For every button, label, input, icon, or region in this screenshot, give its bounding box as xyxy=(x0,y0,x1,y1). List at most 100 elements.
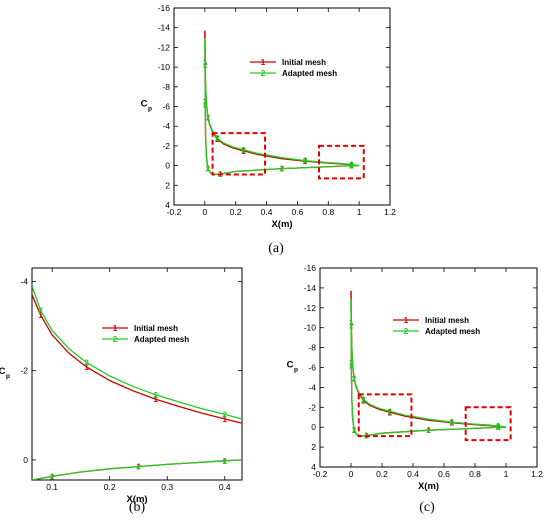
legend-label-initial: Initial mesh xyxy=(425,316,469,325)
x-tick-label: 0.2 xyxy=(104,482,116,492)
y-axis-label: C xyxy=(141,99,148,110)
y-tick-label: -14 xyxy=(304,283,317,293)
series-adapted-marker: 2 xyxy=(352,374,357,383)
x-tick-label: -0.2 xyxy=(167,207,182,217)
y-tick-label: 2 xyxy=(311,442,316,452)
x-tick-label: 1 xyxy=(504,469,509,479)
series-adapted-marker: 2 xyxy=(303,157,308,166)
x-tick-label: 0.8 xyxy=(469,469,481,479)
legend-marker-adapted: 2 xyxy=(261,69,266,78)
series-adapted-marker: 2 xyxy=(352,426,357,435)
series-adapted-marker: 2 xyxy=(496,423,501,432)
legend-marker-adapted: 2 xyxy=(404,327,409,336)
y-tick-label: -14 xyxy=(158,23,171,33)
y-axis-label: C xyxy=(0,366,6,377)
x-tick-label: 0.6 xyxy=(438,469,450,479)
series-adapted-marker: 2 xyxy=(241,146,246,155)
x-tick-label: 0.4 xyxy=(407,469,419,479)
series-initial-marker: 1 xyxy=(84,363,89,372)
series-adapted-marker: 2 xyxy=(223,457,228,466)
series-adapted-marker: 2 xyxy=(361,395,366,404)
legend-label-initial: Initial mesh xyxy=(134,324,178,333)
legend-label-adapted: Adapted mesh xyxy=(425,327,480,336)
legend-marker-initial: 1 xyxy=(261,58,266,67)
y-tick-label: -4 xyxy=(162,121,170,131)
x-tick-label: 1 xyxy=(357,207,362,217)
series-adapted-marker: 2 xyxy=(223,410,228,419)
x-tick-label: -0.2 xyxy=(313,469,328,479)
y-axis-label: C xyxy=(287,360,294,371)
series-adapted-marker: 2 xyxy=(206,113,211,122)
y-tick-label: -6 xyxy=(308,363,316,373)
y-tick-label: -16 xyxy=(158,3,171,13)
legend-marker-adapted: 2 xyxy=(113,335,118,344)
plot-frame xyxy=(31,267,243,481)
series-adapted-upper-line xyxy=(32,285,242,420)
series-initial-marker: 1 xyxy=(388,408,393,417)
series-adapted-marker: 2 xyxy=(50,472,55,481)
y-tick-label: 0 xyxy=(165,161,170,171)
y-tick-label: -2 xyxy=(20,366,28,376)
y-tick-label: -4 xyxy=(308,382,316,392)
legend-marker-initial: 1 xyxy=(113,324,118,333)
series-adapted-marker: 2 xyxy=(38,306,43,315)
series-adapted-marker: 2 xyxy=(280,165,285,174)
zoom-region-box xyxy=(464,406,512,442)
legend-label-initial: Initial mesh xyxy=(282,58,326,67)
x-axis-label: X(m) xyxy=(126,494,147,505)
y-tick-label: 0 xyxy=(311,422,316,432)
y-tick-label: -2 xyxy=(308,402,316,412)
y-tick-label: -10 xyxy=(304,323,317,333)
x-tick-label: 0.1 xyxy=(46,482,58,492)
y-tick-label: -8 xyxy=(308,343,316,353)
series-adapted-upper-line xyxy=(204,38,360,167)
series-initial-lower-line xyxy=(204,30,360,176)
series-initial-marker: 1 xyxy=(450,419,455,428)
y-tick-label: 4 xyxy=(165,200,170,210)
x-tick-label: 0.4 xyxy=(219,482,231,492)
legend-marker-initial: 1 xyxy=(404,316,409,325)
x-tick-label: 0.4 xyxy=(261,207,273,217)
series-initial-marker: 1 xyxy=(241,147,246,156)
x-tick-label: 0.2 xyxy=(230,207,242,217)
x-tick-label: 0.8 xyxy=(322,207,334,217)
y-tick-label: 0 xyxy=(23,455,28,465)
zoom-region-box xyxy=(318,144,365,180)
series-adapted-marker: 2 xyxy=(153,391,158,400)
series-initial-marker: 1 xyxy=(38,311,43,320)
series-adapted-marker: 2 xyxy=(203,101,208,110)
zoom-region-box xyxy=(357,393,413,438)
y-tick-label: -10 xyxy=(158,62,171,72)
panel-c: -0.2 0 0.2 0.4 0.6 0.8 1 1.2 -16 -14 -12 -10 -8 -6 -4 -… xyxy=(287,263,544,515)
series-adapted-marker: 2 xyxy=(349,162,354,171)
x-tick-label: 0.3 xyxy=(161,482,173,492)
series-adapted-marker: 2 xyxy=(136,463,141,472)
series-initial-marker: 1 xyxy=(215,135,220,144)
series-adapted-marker: 2 xyxy=(215,134,220,143)
legend-label-adapted: Adapted mesh xyxy=(134,335,189,344)
y-tick-label: -6 xyxy=(162,102,170,112)
series-adapted-marker: 2 xyxy=(206,165,211,174)
x-tick-label: 0 xyxy=(202,207,207,217)
y-tick-label: -16 xyxy=(304,263,317,273)
series-adapted-marker: 2 xyxy=(388,407,393,416)
y-tick-label: 4 xyxy=(311,462,316,472)
x-tick-label: 0 xyxy=(349,469,354,479)
series-adapted-marker: 2 xyxy=(450,418,455,427)
y-tick-label: -4 xyxy=(20,276,28,286)
x-tick-label: 1.2 xyxy=(384,207,396,217)
y-tick-label: 2 xyxy=(165,180,170,190)
y-axis-label-subscript: p xyxy=(6,373,10,380)
series-initial-marker: 1 xyxy=(223,415,228,424)
panel-caption: (b) xyxy=(129,500,146,515)
series-initial-lower-line xyxy=(350,290,506,437)
panel-a: -0.2 0 0.2 0.4 0.6 0.8 1 1.2 -16 -14 -12 -10 -8 -6 -4 -… xyxy=(141,3,397,256)
panel-caption: (c) xyxy=(419,500,435,515)
legend-label-adapted: Adapted mesh xyxy=(282,69,337,78)
y-tick-label: -12 xyxy=(304,303,317,313)
